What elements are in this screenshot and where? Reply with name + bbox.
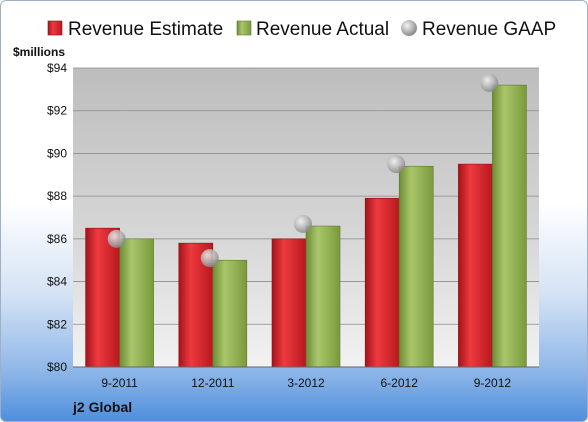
y-tick-label: $84	[47, 275, 67, 289]
y-axis-ticks: $80 $82 $84 $86 $88 $90 $92 $94	[47, 61, 67, 374]
y-unit-label: $millions	[13, 45, 65, 59]
bar-revenue-estimate	[364, 197, 400, 368]
legend-swatch-revenue-actual	[236, 20, 252, 36]
y-tick-label: $94	[47, 61, 67, 75]
x-tick-label: 12-2011	[191, 376, 234, 390]
gaap-markers	[107, 73, 499, 268]
bar-revenue-estimate	[271, 238, 307, 368]
company-label: j2 Global	[72, 399, 132, 415]
marker-revenue-gaap	[107, 229, 126, 248]
marker-revenue-gaap	[294, 214, 312, 233]
x-axis-ticks: 9-2011 12-2011 3-2012 6-2012 9-2012	[101, 376, 511, 390]
x-tick-label: 9-2012	[474, 376, 512, 390]
y-tick-label: $80	[47, 360, 67, 374]
y-tick-label: $86	[47, 232, 67, 246]
legend: Revenue Estimate Revenue Actual Revenue …	[47, 19, 556, 40]
bars	[85, 84, 527, 368]
marker-revenue-gaap	[387, 155, 406, 174]
legend-swatch-revenue-estimate	[47, 20, 63, 36]
legend-marker-revenue-gaap	[401, 20, 417, 36]
legend-label-revenue-gaap: Revenue GAAP	[422, 19, 556, 40]
x-tick-label: 9-2011	[101, 376, 138, 390]
x-tick-label: 3-2012	[287, 376, 325, 390]
bar-revenue-actual	[305, 225, 341, 368]
legend-label-revenue-estimate: Revenue Estimate	[68, 19, 223, 40]
marker-revenue-gaap	[200, 249, 219, 268]
y-tick-label: $88	[47, 189, 67, 203]
bar-revenue-actual	[398, 165, 434, 368]
marker-revenue-gaap	[480, 73, 499, 92]
bar-revenue-actual	[119, 238, 154, 368]
bar-revenue-actual	[212, 259, 248, 368]
y-tick-label: $82	[47, 317, 67, 331]
bar-revenue-estimate	[458, 163, 493, 368]
x-tick-label: 6-2012	[381, 376, 419, 390]
bar-revenue-actual	[492, 84, 527, 368]
y-tick-label: $90	[47, 146, 67, 160]
y-tick-label: $92	[47, 104, 67, 118]
legend-label-revenue-actual: Revenue Actual	[256, 19, 389, 40]
bar-revenue-estimate	[85, 227, 120, 368]
